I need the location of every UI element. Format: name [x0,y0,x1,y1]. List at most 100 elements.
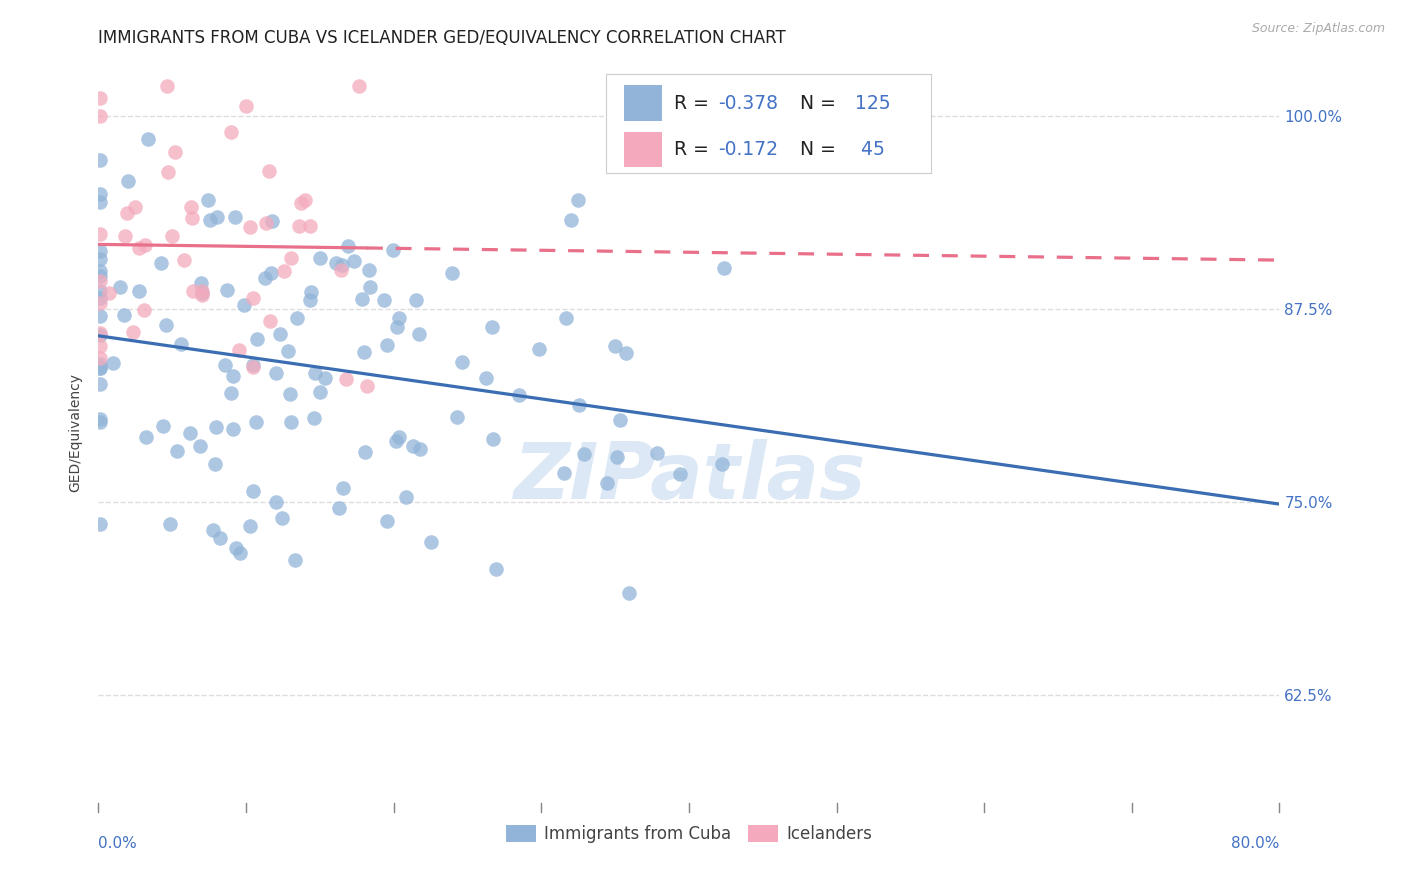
Point [136,132,159,146]
Point [269,326,291,341]
Point [134,238,156,252]
Point [246,332,269,346]
Point [645,446,668,460]
Point [89,274,111,288]
Point [474,370,496,384]
Point [529,342,551,356]
Point [325,256,347,270]
Point [128,284,150,298]
Point [619,586,641,600]
Point [259,314,281,328]
Point [190,284,212,298]
Point [567,193,589,207]
Point [560,213,582,227]
Point [508,388,530,402]
Point [170,337,193,351]
Point [132,302,155,317]
Point [309,384,332,399]
Point [409,442,432,456]
Point [330,263,353,277]
Point [222,422,245,436]
Point [173,253,195,268]
Point [180,200,202,214]
Point [238,519,260,533]
Point [224,211,246,225]
Point [89,376,111,391]
Point [89,153,111,168]
Point [555,310,578,325]
Point [614,346,637,360]
FancyBboxPatch shape [624,132,662,167]
Point [235,99,257,113]
Text: IMMIGRANTS FROM CUBA VS ICELANDER GED/EQUIVALENCY CORRELATION CHART: IMMIGRANTS FROM CUBA VS ICELANDER GED/EQ… [98,29,786,47]
Point [222,369,245,384]
Point [124,200,146,214]
Point [440,266,463,280]
Point [89,186,111,201]
Point [253,271,276,285]
Point [596,475,619,490]
Point [89,415,111,429]
Text: Source: ZipAtlas.com: Source: ZipAtlas.com [1251,22,1385,36]
Point [260,266,283,280]
Point [481,319,503,334]
Point [284,553,307,567]
Point [156,78,179,93]
Point [89,516,111,531]
Point [155,318,177,332]
Point [197,193,219,207]
Point [304,366,326,380]
Point [89,361,111,376]
Point [166,444,188,458]
Point [89,269,111,284]
Point [89,252,111,266]
Point [270,511,292,525]
Point [609,413,631,427]
Point [232,298,254,312]
Point [420,535,443,549]
Point [332,481,354,495]
Point [163,145,186,159]
Point [298,293,321,307]
Point [89,327,111,342]
Point [219,386,242,401]
Point [242,360,264,375]
Point [384,434,406,448]
Point [239,220,262,235]
Point [382,243,405,257]
Point [229,546,252,560]
Point [89,195,111,210]
Point [89,339,111,353]
Point [288,219,311,233]
Point [204,457,226,471]
Point [299,285,322,299]
Point [101,356,124,370]
Point [357,263,380,277]
Point [451,355,474,369]
Point [290,196,312,211]
FancyBboxPatch shape [624,86,662,120]
Point [191,285,214,300]
Point [278,387,301,401]
Text: 0.0%: 0.0% [98,836,138,851]
Point [264,495,287,509]
Point [264,366,287,380]
Point [336,239,359,253]
Point [285,311,308,326]
Point [242,291,264,305]
Point [201,523,224,537]
Point [191,288,214,302]
FancyBboxPatch shape [606,73,931,173]
Point [572,448,595,462]
Point [89,284,111,298]
Text: 125: 125 [855,94,891,112]
Point [298,219,321,234]
Point [200,213,222,227]
Point [262,213,284,227]
Point [280,415,302,429]
Point [89,360,111,375]
Point [115,206,138,220]
Point [568,399,591,413]
Point [485,562,508,576]
Point [190,276,212,290]
